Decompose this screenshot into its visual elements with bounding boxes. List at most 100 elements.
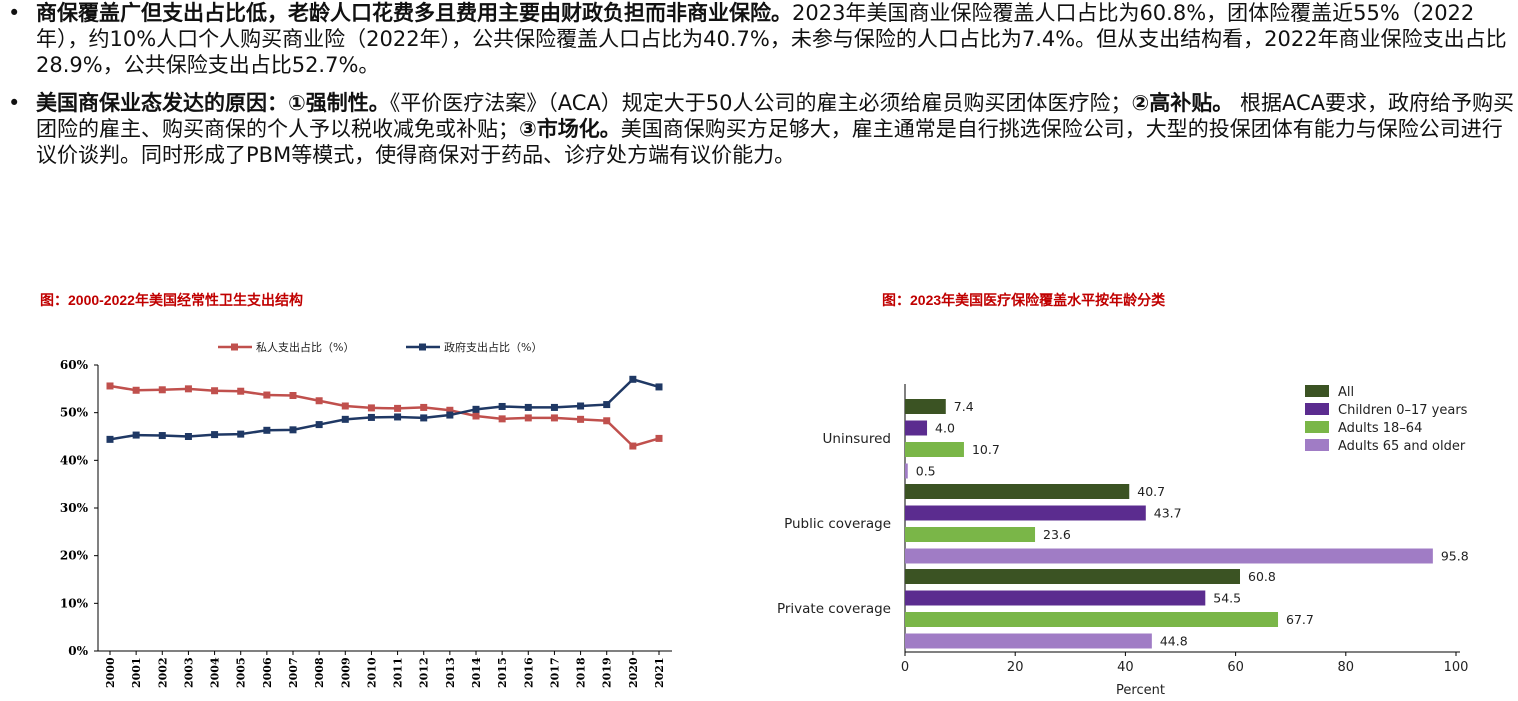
legend-swatch [1305, 439, 1329, 451]
right-figure-title: 图：2023年美国医疗保险覆盖水平按年龄分类 [882, 292, 1166, 308]
y-tick-label: 60% [60, 358, 89, 372]
data-label: 44.8 [1160, 634, 1188, 649]
left-figure-title: 图：2000-2022年美国经常性卫生支出结构 [40, 292, 303, 308]
data-point [315, 421, 323, 429]
data-point [289, 426, 297, 434]
data-label: 43.7 [1154, 506, 1182, 521]
data-point [184, 433, 192, 440]
category-label: Private coverage [777, 601, 891, 617]
data-point [237, 387, 245, 395]
data-point [524, 414, 532, 422]
data-point [655, 434, 663, 442]
bullet-body-text: 2023年美国商业保险覆盖人口占比为60.8%，团体险覆盖近55%（2022年）… [36, 1, 1507, 77]
bar [905, 612, 1279, 627]
data-point [603, 417, 611, 425]
bullet-coverage: • 商保覆盖广但支出占比低，老龄人口花费多且费用主要由财政负担而非商业保险。20… [0, 0, 1518, 78]
bar [905, 420, 928, 436]
data-point [158, 432, 166, 440]
x-tick-label: 2019 [601, 657, 614, 688]
x-tick-label: 2000 [104, 657, 117, 688]
legend-swatch [1305, 385, 1329, 397]
x-tick-label: 2002 [156, 657, 169, 688]
x-tick-label: 2020 [627, 657, 640, 688]
bullet-bold-text: ③市场化。 [519, 117, 621, 141]
x-tick-label: 2018 [575, 657, 588, 688]
x-tick-label: 2021 [653, 657, 666, 688]
bar [905, 548, 1433, 564]
x-tick-label: 0 [901, 660, 909, 675]
x-tick-label: 100 [1444, 660, 1469, 675]
data-label: 95.8 [1441, 549, 1469, 564]
x-tick-label: 2011 [392, 657, 405, 688]
data-point [420, 414, 428, 422]
x-tick-label: 20 [1007, 660, 1024, 675]
x-tick-label: 40 [1117, 660, 1134, 675]
bullet-bold-text: ②高补贴。 [1131, 91, 1234, 115]
legend-label: Adults 18–64 [1338, 421, 1422, 436]
data-point [603, 401, 611, 409]
data-point [315, 397, 323, 405]
bullet-body-text: 根据ACA要求，政府给予购买团险的雇主、购买商保的个人予以税收减免或补贴； [36, 91, 1515, 141]
legend-label: Children 0–17 years [1338, 403, 1468, 418]
y-tick-label: 40% [60, 453, 89, 467]
data-point [211, 387, 219, 395]
data-point [237, 430, 245, 438]
x-tick-label: 80 [1338, 660, 1355, 675]
data-point [211, 431, 219, 439]
x-tick-label: 2014 [470, 657, 483, 688]
data-label: 67.7 [1286, 612, 1314, 627]
data-point [394, 404, 402, 412]
bar [905, 590, 1206, 606]
data-label: 60.8 [1248, 569, 1276, 584]
x-tick-label: 2001 [130, 657, 143, 688]
x-tick-label: 2012 [418, 657, 431, 688]
data-point [420, 403, 428, 411]
health-expenditure-line-chart: 60% 50% 40% 30% 20% 10% 0% 2000 2001 2002 2003 2004… [60, 340, 672, 688]
y-tick-label: 0% [68, 644, 88, 658]
x-axis-title: Percent [1116, 683, 1165, 698]
data-point [498, 402, 506, 410]
y-tick-label: 30% [60, 501, 89, 515]
bullet-body-text: 《平价医疗法案》（ACA）规定大于50人公司的雇主必须给雇员购买团体医疗险； [389, 91, 1132, 115]
x-tick-label: 2006 [261, 657, 274, 688]
legend-swatch [1305, 421, 1329, 433]
data-point [106, 435, 114, 443]
data-point [341, 402, 349, 410]
x-tick-label: 2009 [339, 657, 352, 688]
data-label: 7.4 [954, 399, 974, 414]
y-tick-label: 50% [60, 406, 89, 420]
legend-label: 私人支出占比（%） [256, 340, 354, 354]
bar [905, 633, 1152, 649]
bar [905, 484, 1130, 499]
data-point [341, 415, 349, 423]
x-tick-label: 2003 [182, 657, 195, 688]
data-point [263, 391, 271, 399]
data-point [550, 414, 558, 422]
data-label: 23.6 [1043, 527, 1071, 542]
data-point [550, 403, 558, 411]
bar [905, 527, 1036, 542]
legend-marker [231, 343, 238, 351]
bar [905, 463, 908, 479]
x-tick-label: 2007 [287, 657, 300, 688]
data-point [446, 411, 454, 419]
data-label: 54.5 [1213, 591, 1241, 606]
bullet-bold-text: 商保覆盖广但支出占比低，老龄人口花费多且费用主要由财政负担而非商业保险。 [36, 1, 792, 25]
bar [905, 569, 1241, 584]
bullet-reasons: • 美国商保业态发达的原因：①强制性。《平价医疗法案》（ACA）规定大于50人公… [0, 90, 1518, 168]
x-tick-label: 2004 [209, 657, 222, 688]
data-point [263, 426, 271, 434]
y-tick-label: 10% [60, 596, 89, 610]
category-label: Public coverage [784, 516, 891, 532]
data-point [577, 402, 585, 410]
data-point [498, 415, 506, 423]
x-tick-label: 2017 [548, 657, 561, 688]
data-label: 4.0 [935, 421, 955, 436]
data-point [132, 386, 140, 394]
x-tick-label: 2015 [496, 657, 509, 688]
legend-swatch [1305, 403, 1329, 415]
bullet-marker: • [8, 1, 21, 25]
y-tick-label: 20% [60, 549, 89, 563]
data-label: 40.7 [1137, 484, 1165, 499]
series-line [109, 377, 660, 441]
